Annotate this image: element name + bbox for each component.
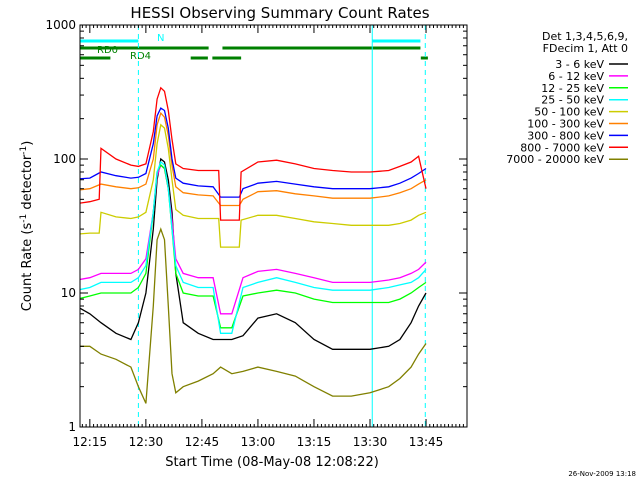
legend-label-2: 12 - 25 keV bbox=[541, 82, 604, 95]
y-axis-label-sup-1: -1 bbox=[19, 214, 29, 223]
flag-label-RD0: RD0 bbox=[97, 45, 118, 56]
series-line-3 bbox=[80, 160, 427, 334]
legend-label-4: 50 - 100 keV bbox=[534, 106, 604, 119]
status-flags: N RD0 RD4 bbox=[80, 33, 428, 62]
legend: Det 1,3,4,5,6,9, FDecim 1, Att 0 3 - 6 k… bbox=[506, 30, 628, 166]
x-axis: 12:15 12:30 12:45 13:00 13:15 13:30 13:45 bbox=[73, 25, 464, 449]
y-axis: 1 10 100 1000 bbox=[45, 18, 467, 434]
flag-label-N: N bbox=[157, 33, 164, 44]
series-line-1 bbox=[80, 163, 427, 315]
legend-label-1: 6 - 12 keV bbox=[548, 70, 604, 83]
plot-frame bbox=[79, 24, 468, 428]
legend-header-line-2: FDecim 1, Att 0 bbox=[543, 42, 628, 55]
y-axis-label-sup-2: -1 bbox=[19, 146, 29, 155]
legend-label-0: 3 - 6 keV bbox=[555, 58, 604, 71]
vertical-markers bbox=[137, 25, 426, 427]
y-tick-label-3: 1000 bbox=[45, 18, 76, 32]
y-tick-label-0: 1 bbox=[68, 420, 76, 434]
series-line-5 bbox=[80, 111, 427, 207]
legend-label-8: 7000 - 20000 keV bbox=[506, 153, 604, 166]
series-line-8 bbox=[80, 227, 427, 404]
flag-label-RD4: RD4 bbox=[130, 51, 151, 62]
y-tick-label-1: 10 bbox=[61, 286, 76, 300]
y-tick-label-2: 100 bbox=[53, 152, 76, 166]
x-tick-label-5: 13:30 bbox=[353, 435, 388, 449]
legend-label-6: 300 - 800 keV bbox=[527, 129, 604, 142]
x-tick-label-1: 12:30 bbox=[129, 435, 164, 449]
y-axis-label: Count Rate (s-1 detector-1) bbox=[19, 141, 35, 312]
y-axis-label-part-3: ) bbox=[20, 141, 35, 146]
x-tick-label-4: 13:15 bbox=[297, 435, 332, 449]
footer-timestamp: 26-Nov-2009 13:18 bbox=[568, 470, 636, 478]
legend-header-line-1: Det 1,3,4,5,6,9, bbox=[542, 30, 628, 43]
series-line-6 bbox=[80, 107, 427, 198]
x-tick-label-3: 13:00 bbox=[241, 435, 276, 449]
x-axis-label: Start Time (08-May-08 12:08:22) bbox=[165, 455, 379, 470]
series-lines bbox=[80, 86, 427, 404]
series-line-4 bbox=[80, 123, 427, 248]
y-axis-label-part-2: detector bbox=[20, 154, 35, 214]
series-line-7 bbox=[80, 86, 427, 221]
legend-label-3: 25 - 50 keV bbox=[541, 94, 604, 107]
x-tick-label-0: 12:15 bbox=[73, 435, 108, 449]
x-tick-label-2: 12:45 bbox=[185, 435, 220, 449]
series-line-2 bbox=[80, 164, 427, 329]
y-axis-label-part-1: Count Rate (s bbox=[20, 223, 35, 312]
legend-label-5: 100 - 300 keV bbox=[527, 118, 604, 131]
series-line-0 bbox=[80, 157, 427, 350]
chart-title: HESSI Observing Summary Count Rates bbox=[130, 4, 429, 22]
x-tick-label-6: 13:45 bbox=[409, 435, 444, 449]
legend-label-7: 800 - 7000 keV bbox=[520, 141, 604, 154]
